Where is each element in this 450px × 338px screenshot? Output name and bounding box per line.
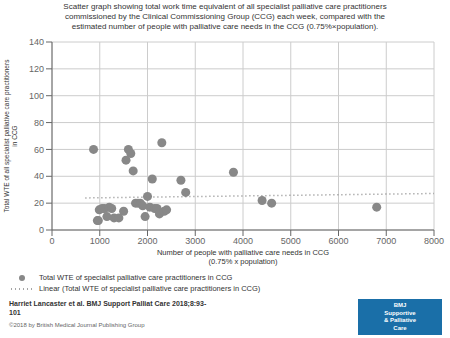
- svg-text:8000: 8000: [424, 236, 442, 246]
- html-text:Linear (Total WTE of specialis: Linear (Total WTE of specialist palliati…: [39, 284, 261, 293]
- svg-text:20: 20: [34, 198, 44, 208]
- html-text:Scatter graph showing total wo: Scatter graph showing total work time eq…: [63, 2, 387, 31]
- html-text:Total WTE of all specialist pa: Total WTE of all specialist palliative c…: [3, 59, 18, 213]
- svg-text:120: 120: [29, 64, 44, 74]
- svg-text:100: 100: [29, 91, 44, 101]
- svg-text:4000: 4000: [233, 236, 253, 246]
- svg-text:7000: 7000: [376, 236, 396, 246]
- html-text:Harriet Lancaster et al. BMJ S: Harriet Lancaster et al. BMJ Support Pal…: [9, 300, 207, 316]
- svg-text:60: 60: [34, 145, 44, 155]
- svg-text:6000: 6000: [328, 236, 348, 246]
- svg-text:80: 80: [34, 118, 44, 128]
- svg-text:40: 40: [34, 171, 44, 181]
- html-text:BMJ Supportive & Palliative Ca: BMJ Supportive & Palliative Care: [384, 302, 416, 331]
- svg-text:3000: 3000: [185, 236, 205, 246]
- svg-text:140: 140: [29, 37, 44, 47]
- svg-text:0: 0: [39, 225, 44, 235]
- svg-text:0: 0: [49, 236, 54, 246]
- svg-text:2000: 2000: [137, 236, 157, 246]
- svg-text:5000: 5000: [281, 236, 301, 246]
- svg-text:1000: 1000: [90, 236, 110, 246]
- html-text:©2018 by British Medical Journ: ©2018 by British Medical Journal Publish…: [9, 322, 145, 328]
- html-text:Number of people with palliati: Number of people with palliative care ne…: [156, 248, 330, 266]
- html-text:Total WTE of specialist pallia: Total WTE of specialist palliative care …: [39, 273, 233, 282]
